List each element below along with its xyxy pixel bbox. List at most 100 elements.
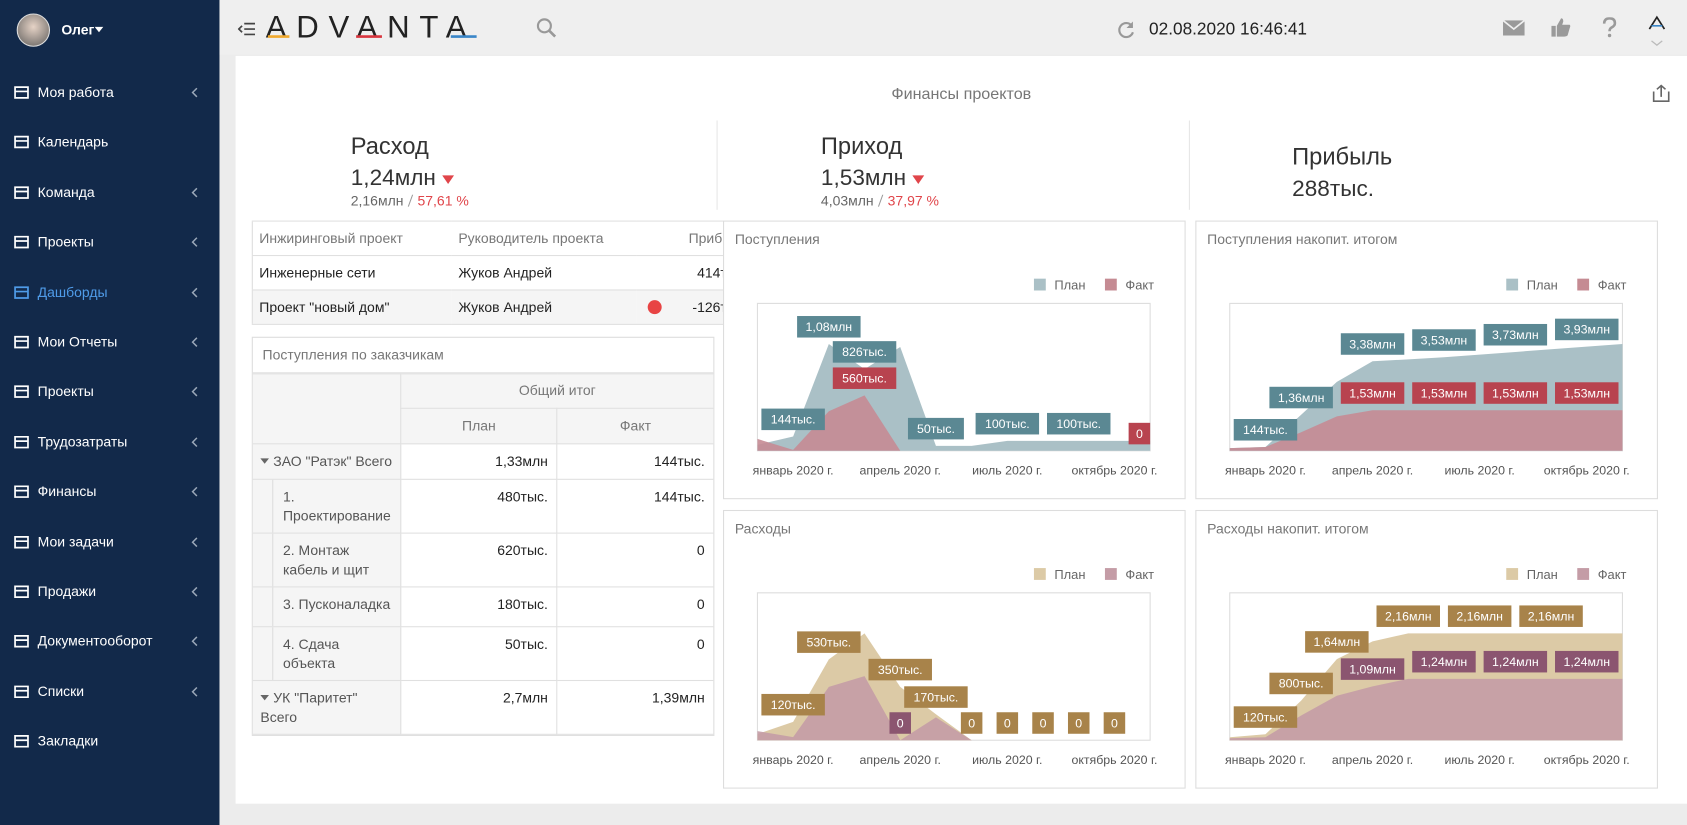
kpi-value: 1,24млн: [350, 165, 436, 191]
row-label: 4. Сдача объекта: [272, 627, 400, 680]
kpi-title: Расход: [350, 132, 429, 160]
alert-dot: [647, 300, 662, 315]
help-icon[interactable]: [1601, 17, 1618, 39]
value-label-box: [868, 658, 932, 681]
legend-swatch: [1033, 568, 1046, 580]
menu-item[interactable]: Мои задачи: [0, 520, 219, 563]
menu-item[interactable]: Трудозатраты: [0, 420, 219, 463]
brand-icon[interactable]: [1646, 15, 1668, 47]
cell-text: Жуков Андрей: [458, 299, 553, 316]
x-tick-label: июль 2020 г.: [1444, 753, 1514, 767]
chart-panel: Расходы накопит. итогом План Факт январь 20…: [1195, 509, 1658, 789]
value-label-box: [1128, 422, 1151, 445]
project-row[interactable]: Проект "новый дом" Жуков Андрей -126тыс.: [252, 289, 755, 325]
refresh-icon[interactable]: [1117, 20, 1136, 39]
menu-icon: [14, 285, 29, 299]
row-header[interactable]: ЗАО "Ратэк" Всего: [252, 443, 402, 480]
legend-label: Факт: [1598, 277, 1627, 292]
chart: Расходы План Факт январь 2020 г. апрель 2020…: [735, 521, 1158, 767]
row-header[interactable]: УК "Паритет" Всего: [252, 679, 402, 735]
menu-item[interactable]: Списки: [0, 670, 219, 713]
value-label-box: [1032, 712, 1054, 734]
legend-label: Факт: [1125, 277, 1154, 292]
chevron: [191, 686, 198, 697]
menu-item[interactable]: Закладки: [0, 720, 219, 763]
pivot-row: ЗАО "Ратэк" Всего 1,33млн 144тыс.: [252, 443, 714, 480]
row-text: ЗАО "Ратэк" Всего: [273, 452, 393, 470]
value-label: 350тыс.: [878, 663, 923, 677]
icon-shape: [14, 685, 29, 698]
chevron: [191, 487, 198, 497]
value-label-box: [797, 316, 861, 338]
like-icon[interactable]: [1550, 17, 1572, 39]
chevron: [191, 287, 198, 298]
dashboard: Финансы проектов Расход 1,24млн 2,16млн 57,…: [235, 55, 1687, 804]
legend-swatch: [1104, 278, 1117, 291]
chevron: [191, 337, 198, 347]
value-label-box: [1103, 712, 1126, 734]
menu-item[interactable]: Документооборот: [0, 620, 219, 663]
slash: [407, 194, 414, 207]
search-icon[interactable]: [536, 17, 558, 39]
chart-title: Поступления накопит. итогом: [1207, 231, 1397, 247]
chevron: [191, 237, 198, 248]
menu-item[interactable]: Проекты: [0, 371, 219, 414]
menu-label: Трудозатраты: [37, 433, 128, 450]
menu-item[interactable]: Мои Отчеты: [0, 321, 219, 364]
chevron: [191, 536, 198, 547]
fact-cell: 1,39млн: [556, 679, 714, 735]
menu-label: Мои задачи: [37, 533, 114, 550]
menu-item[interactable]: Продажи: [0, 570, 219, 613]
logo-accents: [267, 35, 477, 38]
value-label-box: [1376, 605, 1440, 627]
expand-caret: [260, 695, 269, 701]
value-label-box: [960, 712, 983, 734]
header-row: План Факт: [253, 407, 714, 445]
menu-item[interactable]: Финансы: [0, 470, 219, 513]
value-label-box: [1412, 650, 1476, 673]
menu-label: Календарь: [37, 133, 109, 150]
legend-swatch: [1104, 568, 1117, 580]
x-tick-label: январь 2020 г.: [753, 753, 834, 767]
chevron: [191, 87, 198, 98]
expand-caret: [260, 458, 269, 464]
kpi-plan: 4,03млн: [820, 192, 874, 209]
mail-icon[interactable]: [1502, 19, 1526, 36]
menu-item[interactable]: Команда: [0, 171, 219, 214]
chart: Расходы накопит. итогом План Факт январь 20…: [1207, 521, 1630, 767]
cell-text: Жуков Андрей: [458, 264, 553, 281]
menu-chevron: [191, 586, 198, 597]
kpi-value: 1,53млн: [820, 165, 907, 191]
plan-cell: 50тыс.: [400, 626, 558, 682]
menu-item[interactable]: Календарь: [0, 121, 219, 164]
menu-chevron: [191, 237, 198, 248]
chevron: [191, 387, 198, 397]
value-label-box: [1340, 333, 1405, 355]
menu-chevron: [191, 487, 198, 497]
trend-down: [442, 175, 455, 184]
value-label: 0: [1075, 716, 1082, 730]
logo[interactable]: ADVANTA: [265, 10, 477, 46]
cell-text: Инженерные сети: [259, 264, 376, 281]
menu-toggle[interactable]: [237, 22, 257, 37]
value-label: 0: [1111, 716, 1118, 730]
corner-cell: [252, 373, 402, 445]
menu-item[interactable]: Дашборды: [0, 271, 219, 314]
value-label: 144тыс.: [771, 413, 816, 427]
menu-chevron: [191, 337, 198, 347]
menu-item[interactable]: Проекты: [0, 221, 219, 264]
project-cell: Инженерные сети: [252, 254, 452, 291]
value-label: 0: [968, 716, 975, 730]
triangle: [912, 175, 925, 184]
menu-label: Списки: [37, 682, 85, 700]
menu-item[interactable]: Моя работа: [0, 71, 219, 114]
value-label-box: [1067, 712, 1090, 734]
user-name[interactable]: Олег: [61, 21, 95, 38]
export-icon[interactable]: [1652, 84, 1671, 103]
project-cell: Проект "новый дом": [252, 289, 452, 325]
menu-icon: [14, 236, 29, 249]
icon-shape: [14, 535, 29, 549]
chart-title: Расходы накопит. итогом: [1207, 521, 1368, 537]
pivot-row: 3. Пусконаладка 180тыс. 0: [252, 586, 714, 628]
